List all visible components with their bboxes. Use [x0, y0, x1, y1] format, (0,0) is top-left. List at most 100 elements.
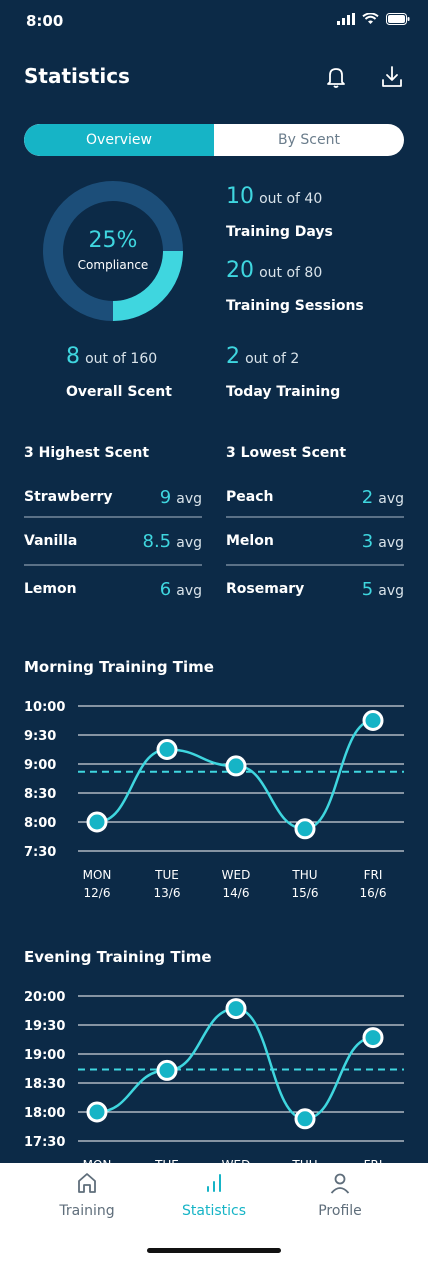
scent-name: Peach [226, 489, 274, 505]
x-date-label: 15/6 [292, 886, 319, 900]
home-icon [78, 1173, 96, 1193]
compliance-label: Compliance [77, 258, 149, 272]
stat-overall-scent: 8 out of 160 [66, 344, 157, 369]
y-tick-label: 9:00 [24, 758, 56, 773]
scent-name: Rosemary [226, 581, 305, 597]
tab-profile[interactable]: Profile [280, 1171, 400, 1219]
list-item: Rosemary 5 avg [226, 566, 404, 612]
stat-today-training: 2 out of 2 [226, 344, 299, 369]
lowest-scent-title: 3 Lowest Scent [226, 445, 347, 461]
compliance-arc [112, 250, 183, 321]
data-point [294, 818, 316, 840]
data-point [86, 811, 108, 833]
bar-chart-icon [207, 1174, 221, 1192]
scent-name: Vanilla [24, 533, 78, 549]
download-icon[interactable] [379, 64, 405, 90]
segmented-control: Overview By Scent [24, 124, 404, 156]
y-tick-label: 9:30 [24, 729, 56, 744]
divider [24, 564, 202, 566]
list-item: Lemon 6 avg [24, 566, 202, 612]
stat-suffix: out of 2 [245, 351, 300, 367]
signal-icon [337, 13, 355, 25]
data-point [362, 710, 384, 731]
y-tick-label: 8:00 [24, 816, 56, 831]
page-title: Statistics [24, 64, 130, 88]
lowest-scent-list: Peach 2 avg Melon 3 avg Rosemary 5 avg [226, 478, 404, 612]
battery-icon [386, 13, 410, 25]
tab-training[interactable]: Training [27, 1171, 147, 1219]
stat-suffix: out of 160 [85, 351, 158, 367]
scent-name: Lemon [24, 581, 77, 597]
divider [24, 516, 202, 518]
y-tick-label: 19:00 [24, 1048, 65, 1063]
scent-value: 5 [361, 578, 374, 600]
scent-value: 2 [361, 486, 374, 508]
scent-name: Melon [226, 533, 274, 549]
scent-unit: avg [176, 534, 202, 551]
data-point [225, 998, 247, 1020]
wifi-icon [362, 13, 379, 24]
x-tick-label: THU [291, 868, 317, 882]
y-tick-label: 19:30 [24, 1019, 65, 1034]
scent-name: Strawberry [24, 489, 113, 505]
evening-chart-title: Evening Training Time [24, 948, 212, 966]
x-tick-label: MON [83, 868, 112, 882]
data-point [225, 755, 247, 777]
person-icon [330, 1173, 350, 1194]
scent-unit: avg [378, 582, 404, 599]
y-tick-label: 20:00 [24, 990, 65, 1005]
tab-overview[interactable]: Overview [24, 124, 214, 156]
x-date-label: 14/6 [223, 886, 250, 900]
y-tick-label: 8:30 [24, 787, 56, 802]
compliance-percent: 25% [88, 228, 138, 253]
stat-value: 2 [226, 344, 240, 369]
divider [226, 564, 404, 566]
stat-label: Overall Scent [66, 384, 172, 400]
stat-value: 8 [66, 344, 80, 369]
divider [226, 516, 404, 518]
x-tick-label: THU [291, 1158, 317, 1163]
data-point [156, 739, 178, 760]
x-tick-label: FRI [364, 1158, 383, 1163]
tab-bar: Training Statistics Profile [0, 1163, 428, 1261]
tab-label: Training [59, 1203, 115, 1219]
y-tick-label: 17:30 [24, 1135, 65, 1150]
status-icons [337, 13, 410, 25]
scent-unit: avg [176, 582, 202, 599]
highest-scent-list: Strawberry 9 avg Vanilla 8.5 avg Lemon 6… [24, 478, 202, 612]
scent-unit: avg [176, 490, 202, 507]
y-tick-label: 10:00 [24, 700, 65, 715]
status-time: 8:00 [26, 12, 64, 30]
list-item: Vanilla 8.5 avg [24, 518, 202, 564]
stat-suffix: out of 40 [259, 191, 323, 207]
home-indicator [147, 1248, 281, 1253]
x-tick-label: TUE [154, 868, 179, 882]
tab-label: Statistics [182, 1203, 246, 1219]
morning-training-chart: 10:00 9:30 9:00 8:30 8:00 7:30 MON 12/6 TUE 13/6 W… [24, 700, 404, 900]
stat-training-sessions: 20 out of 80 [226, 258, 322, 283]
x-date-label: 13/6 [154, 886, 181, 900]
x-date-label: 16/6 [360, 886, 387, 900]
scent-value: 6 [159, 578, 172, 600]
x-tick-label: WED [222, 868, 251, 882]
y-tick-label: 7:30 [24, 845, 56, 860]
x-tick-label: MON [83, 1158, 112, 1163]
list-item: Melon 3 avg [226, 518, 404, 564]
tab-by-scent[interactable]: By Scent [278, 132, 340, 148]
data-point [156, 1059, 178, 1081]
tab-statistics[interactable]: Statistics [154, 1171, 274, 1219]
x-tick-label: TUE [154, 1158, 179, 1163]
data-point [294, 1108, 316, 1130]
scent-value: 8.5 [142, 530, 172, 552]
stat-label: Training Days [226, 224, 333, 240]
scent-unit: avg [378, 534, 404, 551]
list-item: Strawberry 9 avg [24, 478, 202, 516]
tab-label: Profile [318, 1203, 362, 1219]
morning-chart-title: Morning Training Time [24, 658, 214, 676]
evening-training-chart: 20:0019:3019:0018:3018:0017:30MON12/6TUE… [24, 990, 404, 1163]
bell-icon[interactable] [323, 64, 349, 90]
stat-value: 20 [226, 258, 254, 283]
stat-training-days: 10 out of 40 [226, 184, 322, 209]
stat-suffix: out of 80 [259, 265, 323, 281]
highest-scent-title: 3 Highest Scent [24, 445, 150, 461]
